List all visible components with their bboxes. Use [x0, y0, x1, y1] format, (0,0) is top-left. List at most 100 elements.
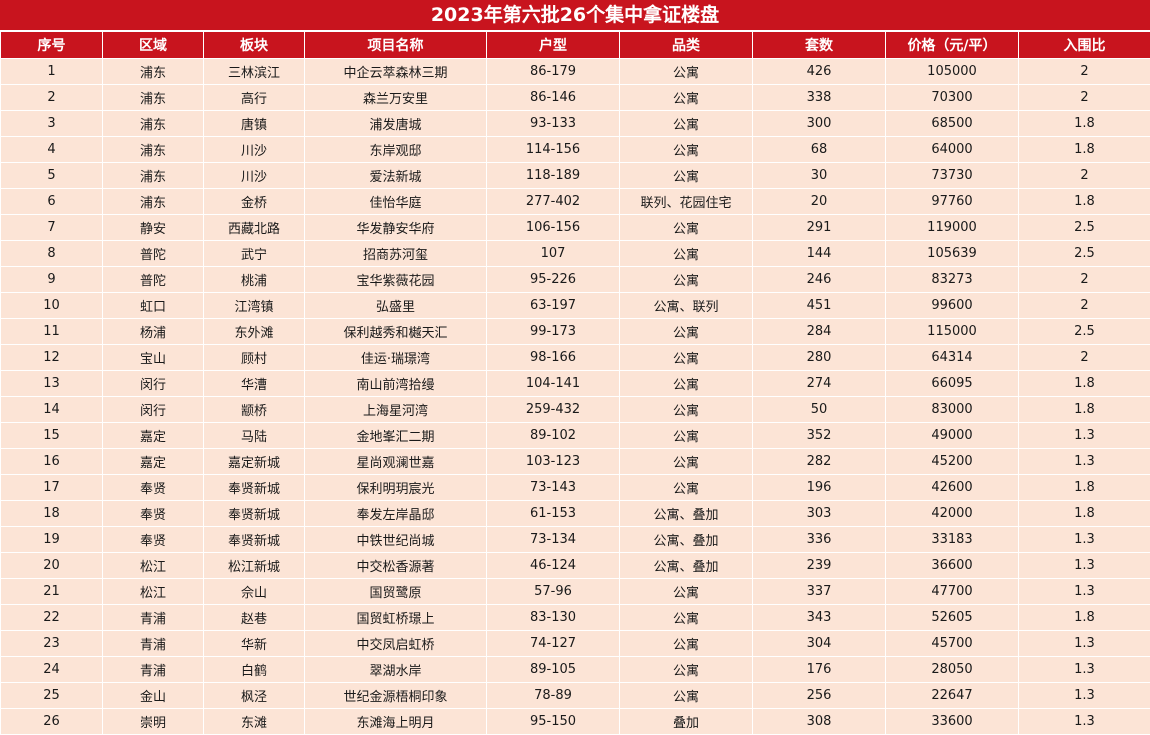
cell-unit-size[interactable]: 63-197 [486, 292, 620, 319]
cell-unit-count[interactable]: 196 [752, 474, 886, 501]
cell-district[interactable]: 宝山 [102, 344, 204, 371]
cell-unit-count[interactable]: 144 [752, 240, 886, 267]
cell-category[interactable]: 公寓、叠加 [619, 526, 753, 553]
cell-project-name[interactable]: 中交凤启虹桥 [304, 630, 487, 657]
cell-district[interactable]: 浦东 [102, 84, 204, 111]
cell-category[interactable]: 公寓 [619, 136, 753, 163]
cell-district[interactable]: 嘉定 [102, 448, 204, 475]
cell-project-name[interactable]: 星尚观澜世嘉 [304, 448, 487, 475]
column-header-unit-size[interactable]: 户型 [486, 31, 620, 59]
cell-price[interactable]: 105000 [885, 58, 1019, 85]
cell-category[interactable]: 公寓、联列 [619, 292, 753, 319]
cell-area[interactable]: 川沙 [203, 136, 305, 163]
cell-area[interactable]: 三林滨江 [203, 58, 305, 85]
cell-category[interactable]: 公寓 [619, 474, 753, 501]
cell-index[interactable]: 6 [0, 188, 103, 215]
cell-category[interactable]: 公寓 [619, 630, 753, 657]
cell-unit-size[interactable]: 86-146 [486, 84, 620, 111]
cell-project-name[interactable]: 爱法新城 [304, 162, 487, 189]
cell-index[interactable]: 1 [0, 58, 103, 85]
cell-unit-count[interactable]: 284 [752, 318, 886, 345]
cell-index[interactable]: 13 [0, 370, 103, 397]
cell-unit-size[interactable]: 89-105 [486, 656, 620, 683]
cell-ratio[interactable]: 2 [1018, 58, 1150, 85]
cell-area[interactable]: 颛桥 [203, 396, 305, 423]
cell-unit-count[interactable]: 337 [752, 578, 886, 605]
cell-index[interactable]: 11 [0, 318, 103, 345]
cell-index[interactable]: 10 [0, 292, 103, 319]
cell-district[interactable]: 奉贤 [102, 500, 204, 527]
cell-index[interactable]: 18 [0, 500, 103, 527]
column-header-category[interactable]: 品类 [619, 31, 753, 59]
cell-district[interactable]: 闵行 [102, 396, 204, 423]
cell-category[interactable]: 公寓 [619, 240, 753, 267]
cell-category[interactable]: 公寓 [619, 682, 753, 709]
cell-unit-count[interactable]: 30 [752, 162, 886, 189]
cell-unit-count[interactable]: 291 [752, 214, 886, 241]
cell-project-name[interactable]: 南山前湾拾缦 [304, 370, 487, 397]
cell-district[interactable]: 杨浦 [102, 318, 204, 345]
cell-project-name[interactable]: 世纪金源梧桐印象 [304, 682, 487, 709]
cell-category[interactable]: 公寓 [619, 318, 753, 345]
cell-ratio[interactable]: 2.5 [1018, 214, 1150, 241]
cell-unit-size[interactable]: 73-134 [486, 526, 620, 553]
cell-unit-count[interactable]: 68 [752, 136, 886, 163]
cell-unit-size[interactable]: 95-150 [486, 708, 620, 735]
cell-price[interactable]: 83273 [885, 266, 1019, 293]
cell-unit-count[interactable]: 336 [752, 526, 886, 553]
cell-district[interactable]: 闵行 [102, 370, 204, 397]
cell-area[interactable]: 桃浦 [203, 266, 305, 293]
cell-index[interactable]: 19 [0, 526, 103, 553]
cell-ratio[interactable]: 1.8 [1018, 474, 1150, 501]
column-header-project-name[interactable]: 项目名称 [304, 31, 487, 59]
cell-project-name[interactable]: 佳运·瑞璟湾 [304, 344, 487, 371]
cell-category[interactable]: 公寓 [619, 84, 753, 111]
cell-price[interactable]: 64000 [885, 136, 1019, 163]
cell-category[interactable]: 联列、花园住宅 [619, 188, 753, 215]
cell-price[interactable]: 42000 [885, 500, 1019, 527]
cell-area[interactable]: 枫泾 [203, 682, 305, 709]
cell-ratio[interactable]: 1.3 [1018, 578, 1150, 605]
cell-area[interactable]: 金桥 [203, 188, 305, 215]
cell-project-name[interactable]: 翠湖水岸 [304, 656, 487, 683]
cell-area[interactable]: 东滩 [203, 708, 305, 735]
cell-category[interactable]: 公寓 [619, 58, 753, 85]
cell-unit-size[interactable]: 78-89 [486, 682, 620, 709]
cell-unit-count[interactable]: 256 [752, 682, 886, 709]
cell-price[interactable]: 28050 [885, 656, 1019, 683]
cell-project-name[interactable]: 东滩海上明月 [304, 708, 487, 735]
cell-district[interactable]: 松江 [102, 552, 204, 579]
column-header-area[interactable]: 板块 [203, 31, 305, 59]
cell-category[interactable]: 公寓 [619, 448, 753, 475]
cell-district[interactable]: 金山 [102, 682, 204, 709]
cell-price[interactable]: 47700 [885, 578, 1019, 605]
cell-unit-size[interactable]: 74-127 [486, 630, 620, 657]
cell-index[interactable]: 22 [0, 604, 103, 631]
column-header-ratio[interactable]: 入围比 [1018, 31, 1150, 59]
cell-ratio[interactable]: 1.8 [1018, 396, 1150, 423]
cell-price[interactable]: 115000 [885, 318, 1019, 345]
cell-unit-size[interactable]: 114-156 [486, 136, 620, 163]
cell-ratio[interactable]: 1.3 [1018, 552, 1150, 579]
cell-unit-size[interactable]: 103-123 [486, 448, 620, 475]
cell-price[interactable]: 36600 [885, 552, 1019, 579]
cell-ratio[interactable]: 1.3 [1018, 422, 1150, 449]
cell-area[interactable]: 华漕 [203, 370, 305, 397]
cell-category[interactable]: 公寓 [619, 344, 753, 371]
cell-unit-size[interactable]: 86-179 [486, 58, 620, 85]
cell-area[interactable]: 马陆 [203, 422, 305, 449]
cell-unit-count[interactable]: 451 [752, 292, 886, 319]
cell-index[interactable]: 14 [0, 396, 103, 423]
cell-category[interactable]: 公寓 [619, 110, 753, 137]
cell-price[interactable]: 33600 [885, 708, 1019, 735]
cell-ratio[interactable]: 1.8 [1018, 188, 1150, 215]
cell-index[interactable]: 24 [0, 656, 103, 683]
cell-ratio[interactable]: 1.8 [1018, 370, 1150, 397]
cell-ratio[interactable]: 1.3 [1018, 708, 1150, 735]
cell-price[interactable]: 52605 [885, 604, 1019, 631]
cell-price[interactable]: 66095 [885, 370, 1019, 397]
cell-price[interactable]: 33183 [885, 526, 1019, 553]
cell-unit-size[interactable]: 57-96 [486, 578, 620, 605]
cell-index[interactable]: 5 [0, 162, 103, 189]
cell-price[interactable]: 68500 [885, 110, 1019, 137]
